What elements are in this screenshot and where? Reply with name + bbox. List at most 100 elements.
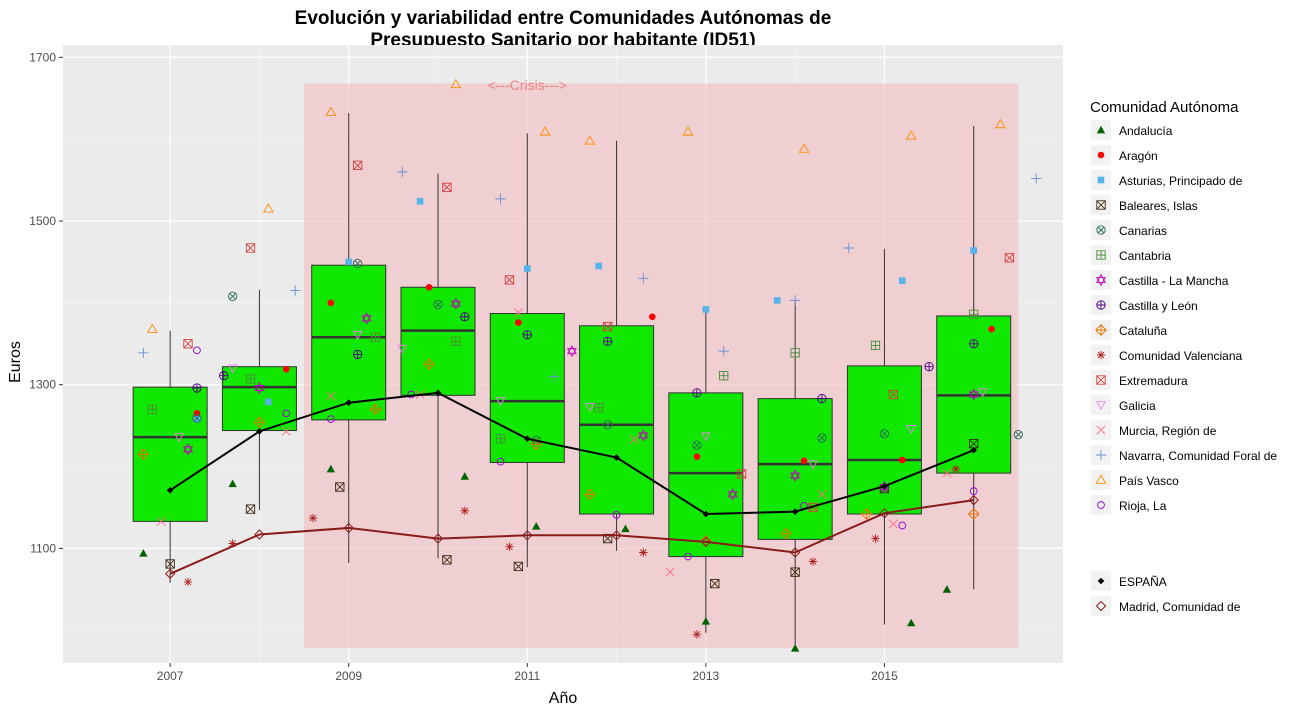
legend-label: Aragón bbox=[1119, 149, 1158, 163]
data-point bbox=[495, 434, 506, 444]
data-point bbox=[496, 457, 505, 466]
data-point bbox=[513, 561, 524, 572]
data-point bbox=[702, 306, 710, 313]
legend-key bbox=[1091, 596, 1111, 616]
legend-symbol bbox=[1097, 151, 1105, 159]
legend: Comunidad Autónoma Andalucía Aragón Asturi… bbox=[1090, 99, 1277, 616]
data-point bbox=[451, 336, 461, 346]
data-point bbox=[808, 557, 818, 566]
line-point bbox=[166, 486, 174, 494]
data-point bbox=[942, 585, 952, 593]
legend-symbol bbox=[1096, 125, 1106, 134]
x-tick-label: 2015 bbox=[871, 669, 898, 683]
legend-label: ESPAÑA bbox=[1119, 575, 1167, 589]
data-point bbox=[970, 247, 978, 254]
data-point bbox=[495, 193, 506, 205]
data-point bbox=[522, 330, 532, 340]
data-point bbox=[817, 393, 827, 404]
line-point bbox=[523, 435, 531, 443]
data-point bbox=[370, 332, 381, 342]
series-castilla-la-mancha bbox=[183, 297, 979, 501]
legend-symbol bbox=[1096, 425, 1106, 435]
data-point bbox=[532, 522, 541, 530]
x-tick-label: 2007 bbox=[157, 669, 184, 683]
data-point bbox=[352, 258, 363, 269]
line-point bbox=[343, 522, 354, 534]
series-galicia bbox=[174, 330, 988, 470]
series-cantabria bbox=[147, 309, 979, 444]
legend-item: Canarias bbox=[1091, 220, 1167, 240]
data-point bbox=[602, 321, 613, 332]
box-2010 bbox=[400, 173, 476, 559]
data-point bbox=[174, 433, 185, 443]
series-pa-s-vasco bbox=[146, 78, 1006, 333]
data-point bbox=[995, 118, 1006, 129]
data-point bbox=[326, 464, 336, 473]
data-point bbox=[253, 416, 266, 429]
legend-symbol bbox=[1096, 350, 1106, 360]
data-point bbox=[879, 429, 890, 439]
data-point bbox=[710, 578, 720, 589]
data-point bbox=[780, 527, 793, 540]
data-point bbox=[969, 339, 979, 349]
data-point bbox=[183, 443, 193, 456]
data-point bbox=[595, 262, 603, 270]
data-point bbox=[790, 644, 800, 652]
legend-item: Andalucía bbox=[1091, 120, 1173, 140]
data-point bbox=[817, 433, 827, 443]
data-point bbox=[352, 160, 363, 170]
series-navarra-comunidad-foral-de bbox=[138, 166, 1042, 382]
data-point bbox=[513, 308, 523, 318]
data-point bbox=[602, 336, 613, 346]
data-point bbox=[262, 203, 274, 213]
legend-symbol bbox=[1097, 176, 1105, 184]
data-point bbox=[245, 243, 256, 253]
data-point bbox=[450, 297, 461, 310]
data-point bbox=[539, 126, 551, 136]
series-comunidad-valenciana bbox=[183, 464, 961, 639]
data-point bbox=[361, 312, 372, 325]
data-point bbox=[193, 410, 201, 417]
legend-symbol bbox=[1096, 225, 1106, 235]
x-tick-label: 2009 bbox=[335, 669, 362, 683]
data-point bbox=[369, 403, 382, 416]
data-point bbox=[583, 488, 596, 501]
legend-item: Comunidad Valenciana bbox=[1091, 345, 1243, 365]
data-point bbox=[146, 323, 158, 333]
series-arag-n bbox=[193, 283, 995, 465]
line-point bbox=[434, 389, 442, 397]
data-point bbox=[192, 413, 202, 423]
legend-key bbox=[1091, 470, 1111, 490]
legend-item: Cataluña bbox=[1091, 320, 1167, 340]
legend-symbol bbox=[1097, 501, 1105, 509]
legend-key bbox=[1091, 270, 1111, 290]
data-point bbox=[584, 135, 596, 145]
legend-key bbox=[1091, 495, 1111, 515]
data-point bbox=[442, 182, 452, 193]
box-2012 bbox=[579, 140, 655, 551]
data-point bbox=[460, 506, 469, 515]
data-point bbox=[860, 508, 873, 520]
legend-label: Extremadura bbox=[1119, 374, 1188, 388]
data-point bbox=[790, 348, 800, 358]
line-point bbox=[970, 446, 978, 454]
data-point bbox=[700, 432, 711, 442]
legend-item: Castilla - La Mancha bbox=[1091, 270, 1229, 290]
data-point bbox=[602, 420, 613, 430]
data-point bbox=[227, 291, 238, 301]
data-point bbox=[988, 325, 995, 333]
legend-symbol bbox=[1095, 449, 1107, 461]
data-point bbox=[219, 371, 229, 381]
line-point bbox=[968, 494, 979, 506]
legend-item: Aragón bbox=[1091, 145, 1158, 165]
series-andaluc-a bbox=[139, 464, 952, 652]
legend-label: País Vasco bbox=[1119, 474, 1179, 488]
legend-item: Galicia bbox=[1091, 395, 1156, 415]
box-2009 bbox=[311, 112, 387, 564]
legend-item: Murcia, Región de bbox=[1091, 420, 1217, 440]
legend-label: Baleares, Islas bbox=[1119, 199, 1198, 213]
line-point bbox=[791, 508, 799, 515]
data-point bbox=[682, 126, 694, 136]
data-point bbox=[335, 482, 345, 492]
legend-symbol bbox=[1095, 600, 1107, 612]
